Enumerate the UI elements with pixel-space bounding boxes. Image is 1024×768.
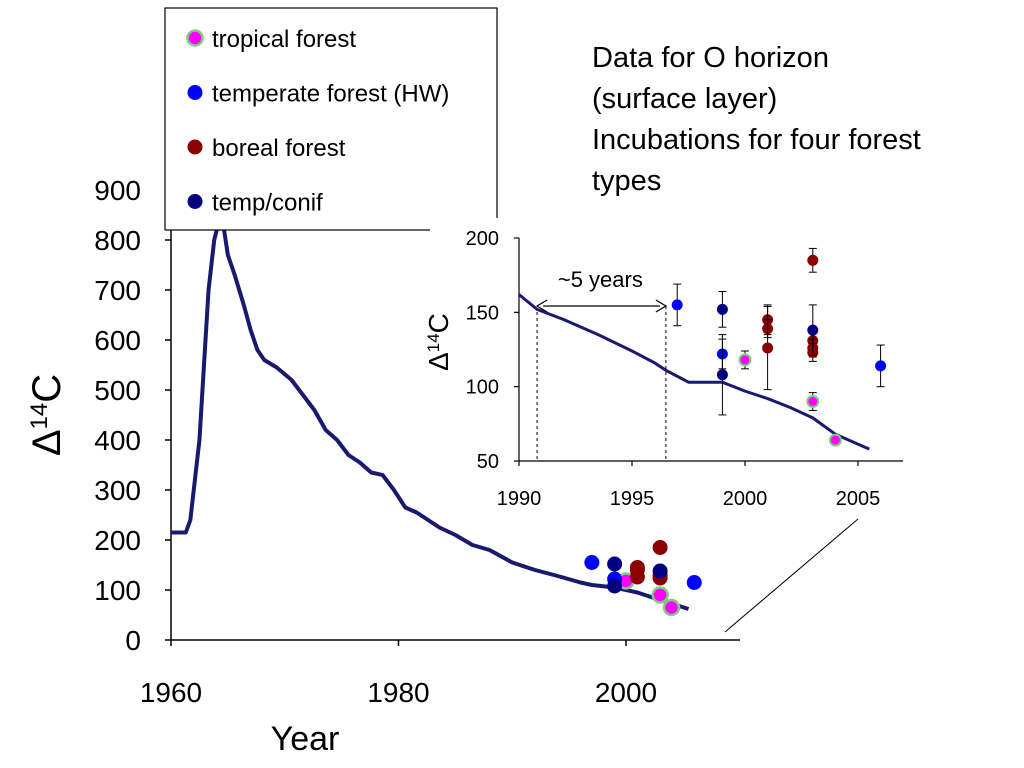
inset-chart: 50 100 150 200 1990 1995 2000 2005 Δ14C ~5 years — [423, 218, 915, 516]
main-x-tick-label: 2000 — [595, 677, 657, 708]
inset-background — [430, 218, 915, 516]
main-y-axis-label: Δ14C — [25, 374, 69, 456]
legend: tropical forest temperate forest (HW) bore… — [164, 7, 498, 231]
inset-arrow-head — [655, 299, 668, 313]
annotation-line: Incubations for four forest — [592, 124, 921, 156]
inset-x-tick-label: 1990 — [497, 488, 542, 510]
inset-arrow-head — [535, 299, 548, 313]
main-y-tick-label: 900 — [94, 175, 141, 206]
annotation-line: Data for O horizon — [592, 42, 829, 74]
main-point — [652, 540, 668, 555]
main-point — [651, 586, 669, 604]
main-y-tick-label: 100 — [94, 575, 141, 606]
inset-y-tick-label: 200 — [466, 228, 499, 250]
inset-y-axis-label: Δ14C — [423, 313, 454, 371]
main-y-tick-label: 500 — [94, 375, 141, 406]
main-y-tick-label: 0 — [125, 625, 141, 656]
main-point — [629, 569, 645, 585]
main-y-tick-label: 300 — [94, 475, 141, 506]
main-x-axis-label: Year — [271, 720, 340, 758]
main-y-tick-label: 600 — [94, 325, 141, 356]
inset-x-tick-label: 2000 — [723, 488, 768, 510]
legend-marker — [187, 85, 203, 100]
inset-x-tick-label: 2005 — [836, 488, 881, 510]
inset-annotation-label: ~5 years — [558, 267, 643, 292]
main-x-tick-label: 1980 — [367, 677, 429, 708]
annotation-line: types — [592, 165, 662, 197]
inset-point — [806, 395, 820, 409]
inset-point — [875, 360, 887, 372]
inset-y-tick-label: 150 — [466, 302, 499, 324]
main-point — [652, 563, 668, 579]
inset-point — [716, 303, 728, 315]
main-y-tick-label: 200 — [94, 525, 141, 556]
inset-point — [828, 433, 842, 447]
legend-label: temp/conif — [212, 190, 323, 217]
main-point — [607, 578, 623, 594]
legend-label: temperate forest (HW) — [212, 81, 449, 108]
main-x-tick-label: 1960 — [140, 677, 202, 708]
inset-curve — [518, 293, 870, 451]
legend-marker — [186, 29, 204, 47]
main-point — [662, 598, 681, 617]
inset-connector-line — [724, 518, 859, 633]
main-point — [686, 575, 702, 590]
inset-y-tick-label: 100 — [466, 377, 499, 399]
inset-point — [671, 299, 683, 311]
inset-x-tick-label: 1995 — [610, 488, 655, 510]
legend-marker — [187, 194, 203, 209]
annotation-note: Data for O horizon (surface layer) Incub… — [592, 38, 1012, 202]
main-y-tick-label: 700 — [94, 275, 141, 306]
legend-label: tropical forest — [212, 26, 356, 53]
inset-point — [807, 254, 819, 266]
main-point — [607, 556, 623, 572]
main-y-tick-label: 800 — [94, 225, 141, 256]
legend-marker — [187, 139, 203, 155]
inset-point — [738, 353, 752, 367]
inset-y-tick-label: 50 — [477, 451, 499, 473]
inset-point — [762, 342, 774, 354]
inset-point — [807, 324, 819, 336]
legend-label: boreal forest — [212, 135, 346, 162]
main-point — [584, 555, 600, 570]
annotation-line: (surface layer) — [592, 83, 778, 115]
inset-point — [716, 369, 728, 381]
main-y-tick-label: 400 — [94, 425, 141, 456]
legend-box — [164, 7, 498, 231]
